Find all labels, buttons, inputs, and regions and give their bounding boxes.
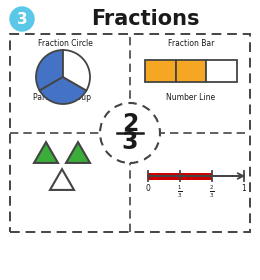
Text: 3: 3 <box>122 130 138 154</box>
Circle shape <box>10 7 34 31</box>
Text: Fraction Bar: Fraction Bar <box>168 39 214 48</box>
Bar <box>145 60 176 82</box>
Text: 3: 3 <box>17 11 27 27</box>
Polygon shape <box>66 142 90 163</box>
Polygon shape <box>50 169 74 190</box>
Text: Fraction Circle: Fraction Circle <box>37 39 93 48</box>
Text: Fractions: Fractions <box>91 9 199 29</box>
Text: $\frac{2}{3}$: $\frac{2}{3}$ <box>209 184 215 200</box>
Wedge shape <box>40 77 86 104</box>
Wedge shape <box>63 50 90 90</box>
Text: Part of a Group: Part of a Group <box>33 94 91 102</box>
Text: 0: 0 <box>146 184 151 193</box>
Text: 1: 1 <box>242 184 246 193</box>
Bar <box>176 60 206 82</box>
Circle shape <box>100 103 160 163</box>
FancyBboxPatch shape <box>10 34 250 232</box>
Polygon shape <box>34 142 58 163</box>
Text: $\frac{1}{3}$: $\frac{1}{3}$ <box>177 184 183 200</box>
Bar <box>148 172 212 179</box>
Text: Number Line: Number Line <box>166 94 216 102</box>
Bar <box>206 60 237 82</box>
Text: 2: 2 <box>122 112 138 136</box>
Wedge shape <box>36 50 63 90</box>
